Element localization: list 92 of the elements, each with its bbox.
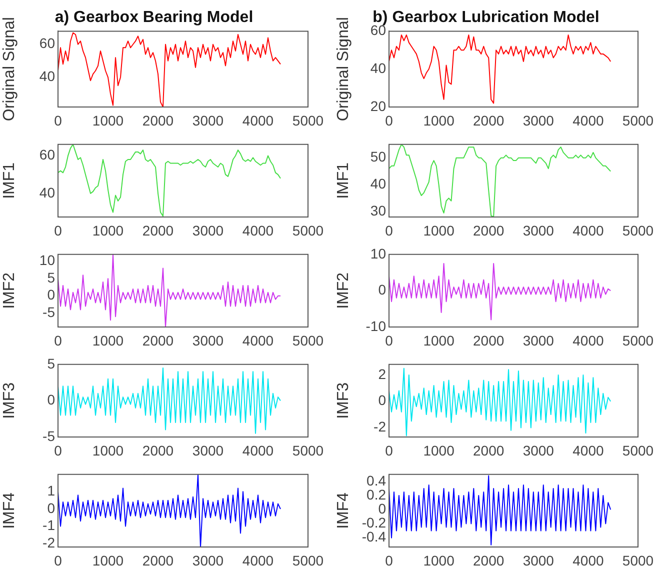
x-tick-label: 1000 — [92, 222, 124, 238]
x-tick-label: 1000 — [92, 552, 124, 568]
x-tick-label: 3000 — [192, 332, 224, 348]
y-tick-label: 0.2 — [366, 486, 386, 502]
x-tick-label: 4000 — [242, 112, 274, 128]
y-tick-label: 40 — [370, 60, 386, 76]
y-axis-title: IMF3 — [335, 382, 352, 419]
y-tick-label: -0.4 — [362, 528, 386, 545]
y-tick-label: 10 — [39, 252, 56, 268]
y-axis-title: IMF3 — [1, 382, 18, 419]
x-tick-label: 5000 — [622, 222, 654, 238]
y-tick-label: 40 — [39, 184, 56, 200]
y-tick-label: 20 — [370, 98, 386, 114]
x-tick-label: 4000 — [572, 222, 604, 238]
y-tick-label: 40 — [39, 68, 56, 84]
x-tick-label: 1000 — [423, 552, 455, 568]
y-tick-label: 0 — [378, 392, 386, 408]
y-axis-title: Original Signal — [1, 17, 18, 122]
y-tick-label: -5 — [42, 428, 56, 444]
x-tick-label: 1000 — [92, 332, 124, 348]
y-tick-label: -1 — [42, 517, 56, 534]
x-tick-label: 3000 — [522, 332, 554, 348]
y-tick-label: 2 — [378, 366, 386, 382]
y-tick-label: 60 — [39, 146, 56, 163]
y-tick-label: -10 — [366, 318, 386, 334]
x-tick-label: 5000 — [292, 552, 324, 568]
y-tick-label: 0.4 — [366, 472, 386, 488]
x-tick-label: 2000 — [473, 332, 504, 348]
y-axis-title: IMF1 — [335, 162, 352, 199]
y-tick-label: 30 — [370, 202, 386, 218]
x-tick-label: 2000 — [473, 552, 504, 568]
x-tick-label: 3000 — [192, 552, 224, 568]
y-tick-label: -2 — [374, 418, 386, 435]
x-tick-label: 5000 — [622, 332, 654, 348]
y-tick-label: 0 — [378, 282, 386, 298]
y-tick-label: 0 — [47, 392, 56, 408]
y-tick-label: 0 — [47, 286, 56, 303]
x-tick-label: 2000 — [142, 222, 174, 238]
x-tick-label: 3000 — [522, 112, 554, 128]
x-tick-label: 4000 — [572, 112, 604, 128]
x-tick-label: 4000 — [242, 552, 274, 568]
y-tick-label: 0 — [47, 500, 56, 516]
x-tick-label: 3000 — [192, 112, 224, 128]
y-tick-label: 5 — [47, 269, 56, 286]
x-tick-label: 3000 — [192, 222, 224, 238]
x-tick-label: 4000 — [572, 332, 604, 348]
x-tick-label: 2000 — [473, 222, 504, 238]
y-tick-label: -2 — [42, 534, 56, 550]
y-tick-label: 0 — [378, 500, 386, 516]
x-tick-label: 5000 — [292, 332, 324, 348]
x-tick-label: 3000 — [192, 442, 224, 458]
x-tick-label: 1000 — [423, 222, 455, 238]
x-tick-label: 1000 — [423, 442, 455, 458]
x-tick-label: 4000 — [572, 552, 604, 568]
x-tick-label: 3000 — [522, 552, 554, 568]
x-tick-label: 5000 — [292, 222, 324, 238]
y-axis-title: IMF2 — [335, 272, 352, 309]
x-tick-label: 4000 — [242, 332, 274, 348]
x-tick-label: 4000 — [242, 222, 274, 238]
x-tick-label: 1000 — [423, 112, 455, 128]
x-tick-label: 5000 — [622, 552, 654, 568]
chart-title: a) Gearbox Bearing Model — [54, 9, 254, 26]
y-tick-label: 50 — [370, 148, 386, 165]
y-tick-label: 5 — [47, 355, 56, 372]
x-tick-label: 2000 — [473, 442, 504, 458]
x-tick-label: 2000 — [142, 442, 174, 458]
y-axis-title: IMF4 — [335, 492, 352, 529]
x-tick-label: 5000 — [622, 442, 654, 458]
y-tick-label: 1 — [47, 482, 56, 499]
x-tick-label: 5000 — [292, 442, 324, 458]
x-tick-label: 4000 — [242, 442, 274, 458]
x-tick-label: 1000 — [92, 442, 124, 458]
y-tick-label: -5 — [42, 304, 56, 320]
y-axis-title: Original Signal — [335, 17, 352, 122]
x-tick-label: 4000 — [572, 442, 604, 458]
y-tick-label: 60 — [39, 35, 56, 52]
x-tick-label: 2000 — [473, 112, 504, 128]
x-tick-label: 2000 — [142, 552, 174, 568]
y-axis-title: IMF2 — [1, 272, 18, 309]
x-tick-label: 3000 — [522, 222, 554, 238]
x-tick-label: 5000 — [622, 112, 654, 128]
x-tick-label: 5000 — [292, 112, 324, 128]
x-tick-label: 3000 — [522, 442, 554, 458]
x-tick-label: 1000 — [423, 332, 455, 348]
y-axis-title: IMF4 — [1, 492, 18, 529]
y-tick-label: 10 — [370, 245, 386, 262]
y-tick-label: -0.2 — [362, 514, 386, 531]
x-tick-label: 1000 — [92, 112, 124, 128]
x-tick-label: 2000 — [142, 112, 174, 128]
y-tick-label: 40 — [370, 176, 386, 192]
y-axis-title: IMF1 — [1, 162, 18, 199]
x-tick-label: 2000 — [142, 332, 174, 348]
